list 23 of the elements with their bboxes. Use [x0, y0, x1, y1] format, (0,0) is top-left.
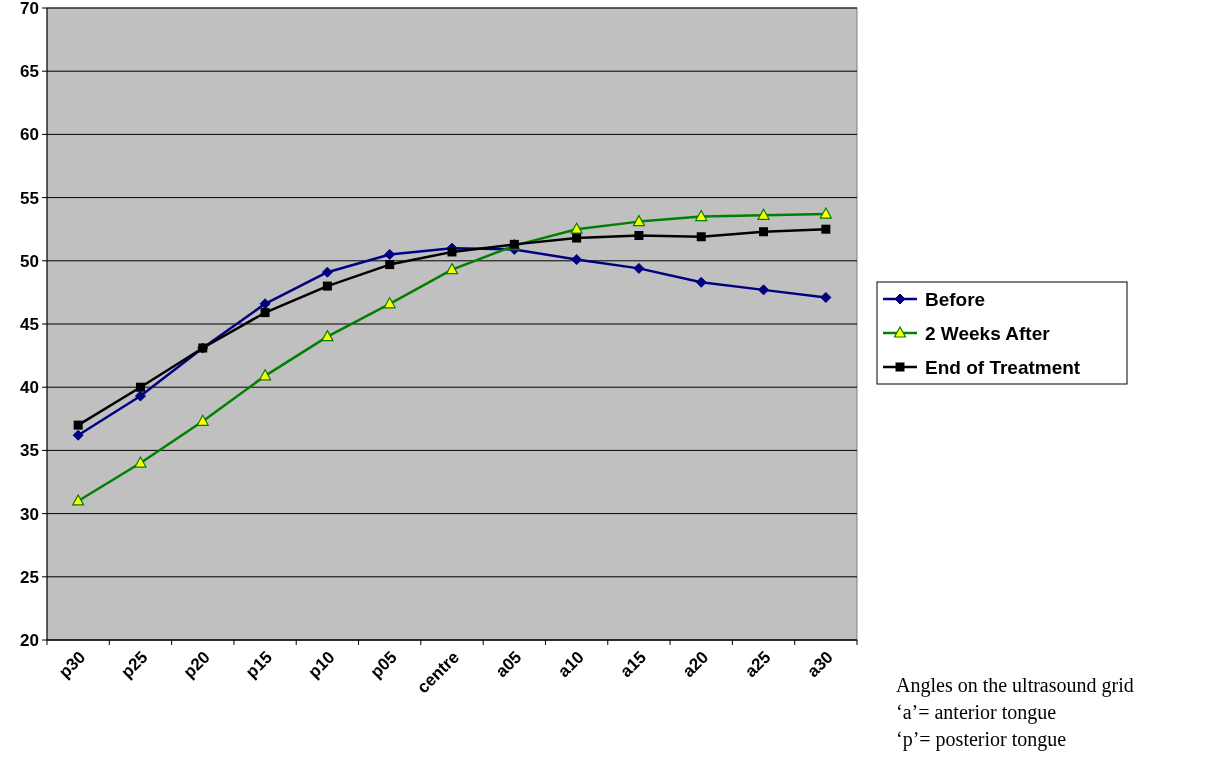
text: ‘a’= anterior tongue [896, 701, 1057, 724]
text: ‘p’= posterior tongue [896, 728, 1067, 751]
legend-label: Before [925, 288, 986, 310]
y-tick-label: 20 [20, 630, 39, 650]
legend-label: 2 Weeks After [925, 322, 1051, 344]
y-tick-label: 40 [20, 378, 39, 398]
x-tick-label: a30 [803, 647, 837, 682]
y-tick-label: 55 [20, 188, 39, 208]
y-tick-label: 30 [20, 504, 39, 524]
x-tick-label: a20 [678, 647, 713, 682]
y-tick-label: 25 [20, 567, 39, 587]
text: Angles on the ultrasound grid [896, 674, 1134, 697]
y-tick-label: 45 [20, 314, 39, 334]
y-tick-label: 65 [20, 62, 39, 82]
y-tick-label: 60 [20, 125, 39, 145]
legend-label: End of Treatment [925, 356, 1081, 378]
x-tick-label: a10 [554, 647, 588, 682]
x-tick-label: a15 [616, 647, 650, 682]
x-tick-label: a05 [491, 647, 526, 682]
y-tick-label: 70 [20, 0, 39, 18]
y-tick-label: 50 [20, 251, 39, 271]
y-tick-label: 35 [20, 441, 39, 461]
x-tick-label: a25 [741, 647, 775, 682]
